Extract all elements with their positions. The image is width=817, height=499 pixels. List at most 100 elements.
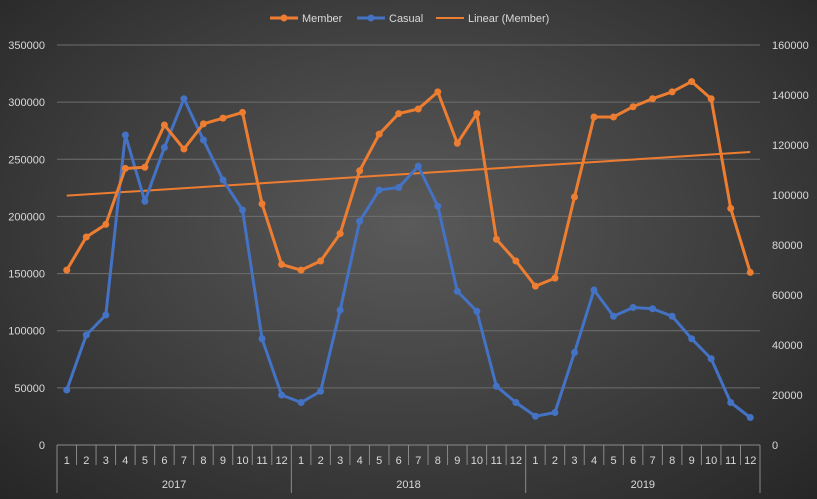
casual-point xyxy=(629,304,637,311)
member-point xyxy=(473,110,481,118)
casual-point xyxy=(649,305,657,313)
member-point xyxy=(102,220,110,228)
x-month-label: 10 xyxy=(236,455,248,467)
casual-point xyxy=(590,286,598,294)
member-point xyxy=(160,121,168,129)
casual-point xyxy=(317,387,325,395)
member-point xyxy=(278,260,286,268)
casual-point xyxy=(258,335,266,343)
x-month-label: 2 xyxy=(318,455,324,467)
casual-line xyxy=(65,97,752,419)
casual-point xyxy=(297,399,305,406)
member-point xyxy=(610,113,618,121)
member-point xyxy=(551,274,559,282)
member-point xyxy=(336,230,344,238)
x-month-label: 8 xyxy=(669,455,675,467)
casual-point xyxy=(82,331,90,339)
x-month-label: 11 xyxy=(256,455,267,467)
x-month-label: 9 xyxy=(220,455,226,467)
left-tick-label: 350000 xyxy=(8,40,45,52)
x-month-label: 1 xyxy=(298,455,304,467)
member-point xyxy=(121,164,129,172)
casual-point xyxy=(160,144,168,151)
x-month-label: 6 xyxy=(396,455,402,467)
x-month-label: 4 xyxy=(122,455,128,467)
casual-point xyxy=(551,409,559,416)
member-point xyxy=(629,103,637,111)
member-point xyxy=(297,266,305,274)
casual-point xyxy=(688,335,696,343)
x-year-label: 2017 xyxy=(162,479,186,491)
left-tick-label: 150000 xyxy=(8,269,45,281)
casual-point xyxy=(199,136,207,144)
plot-area xyxy=(63,78,754,421)
casual-point xyxy=(102,311,110,319)
member-point xyxy=(531,282,539,290)
x-month-label: 2 xyxy=(552,455,558,467)
member-point xyxy=(570,193,578,201)
right-tick-label: 140000 xyxy=(772,90,809,102)
member-point xyxy=(199,120,207,128)
casual-point xyxy=(531,412,539,420)
left-tick-label: 50000 xyxy=(14,383,45,395)
member-point xyxy=(492,235,500,243)
x-year-label: 2019 xyxy=(631,479,655,491)
x-month-label: 10 xyxy=(471,455,483,467)
x-month-label: 12 xyxy=(744,455,756,467)
member-point xyxy=(239,108,247,116)
legend-member-label: Member xyxy=(302,13,343,25)
member-point xyxy=(512,257,520,265)
legend-casual-marker xyxy=(367,14,375,22)
casual-point xyxy=(512,399,520,406)
member-point xyxy=(219,114,227,122)
casual-point xyxy=(278,391,286,399)
member-point xyxy=(746,268,754,276)
x-month-label: 11 xyxy=(725,455,736,467)
right-tick-label: 20000 xyxy=(772,390,803,402)
member-point xyxy=(453,139,461,147)
x-month-label: 8 xyxy=(200,455,206,467)
member-point xyxy=(356,167,364,175)
legend-trend-label: Linear (Member) xyxy=(468,13,549,25)
x-month-label: 5 xyxy=(142,455,148,467)
member-point xyxy=(180,145,188,153)
casual-point xyxy=(453,287,461,295)
x-month-label: 7 xyxy=(181,455,187,467)
member-point xyxy=(63,266,71,274)
member-point xyxy=(82,233,90,241)
casual-point xyxy=(219,176,227,184)
right-tick-label: 80000 xyxy=(772,240,803,252)
x-month-label: 12 xyxy=(275,455,287,467)
left-tick-label: 100000 xyxy=(8,326,45,338)
member-point xyxy=(317,257,325,265)
casual-point xyxy=(473,307,481,315)
casual-point xyxy=(395,184,403,191)
casual-point xyxy=(239,206,247,214)
casual-point xyxy=(610,312,618,320)
x-month-label: 6 xyxy=(630,455,636,467)
casual-point xyxy=(746,414,754,421)
casual-point xyxy=(434,202,442,210)
casual-point xyxy=(121,131,129,139)
legend-casual-label: Casual xyxy=(389,13,423,25)
member-point xyxy=(590,113,598,121)
left-tick-label: 250000 xyxy=(8,154,45,166)
x-month-label: 9 xyxy=(454,455,460,467)
casual-point xyxy=(141,197,149,205)
casual-point xyxy=(707,355,715,363)
x-month-label: 12 xyxy=(510,455,522,467)
x-month-label: 1 xyxy=(64,455,70,467)
member-point xyxy=(414,105,422,113)
member-point xyxy=(434,88,442,96)
member-point xyxy=(258,200,266,208)
casual-point xyxy=(414,162,422,170)
x-month-label: 2 xyxy=(83,455,89,467)
right-tick-label: 100000 xyxy=(772,190,809,202)
left-tick-label: 0 xyxy=(39,440,45,452)
x-month-label: 5 xyxy=(610,455,616,467)
casual-point xyxy=(180,95,188,103)
left-tick-label: 300000 xyxy=(8,97,45,109)
x-month-label: 10 xyxy=(705,455,717,467)
member-point xyxy=(668,88,676,96)
x-month-label: 1 xyxy=(532,455,538,467)
